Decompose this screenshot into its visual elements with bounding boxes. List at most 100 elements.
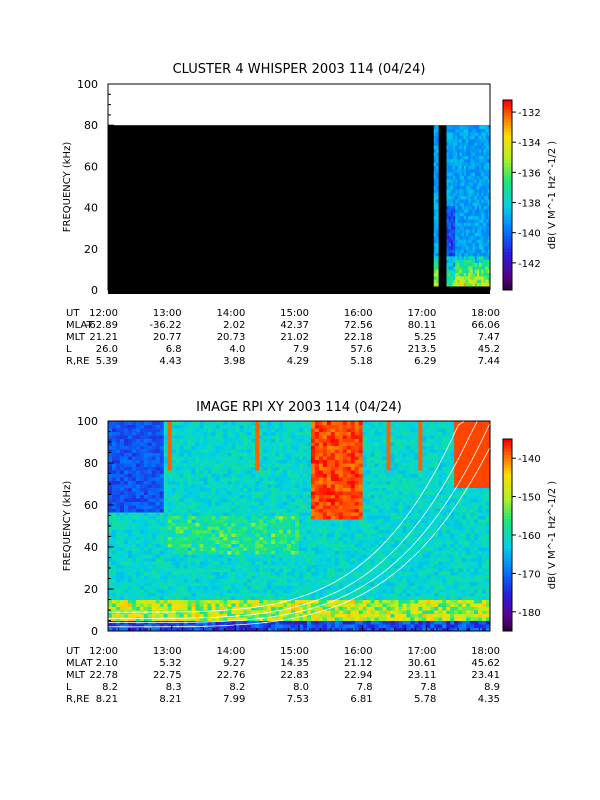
data-cell bbox=[203, 452, 208, 457]
data-cell bbox=[151, 459, 157, 464]
data-cell bbox=[163, 627, 169, 632]
data-cell bbox=[472, 151, 476, 156]
data-cell bbox=[466, 215, 469, 220]
data-cell bbox=[287, 463, 292, 467]
data-cell bbox=[239, 540, 244, 544]
data-cell bbox=[433, 162, 437, 166]
data-cell bbox=[306, 620, 312, 625]
data-cell bbox=[334, 477, 340, 481]
data-cell bbox=[457, 242, 461, 247]
data-cell bbox=[299, 613, 304, 618]
data-cell bbox=[195, 533, 201, 537]
orbit-value: 13:00 bbox=[153, 308, 182, 319]
data-cell bbox=[199, 540, 204, 544]
data-cell bbox=[179, 491, 185, 495]
data-cell bbox=[211, 480, 216, 485]
data-cell bbox=[151, 456, 157, 460]
data-cell bbox=[127, 564, 133, 569]
data-cell bbox=[175, 466, 181, 471]
data-cell bbox=[334, 610, 340, 614]
data-cell bbox=[306, 571, 312, 576]
data-cell bbox=[255, 543, 260, 548]
data-cell bbox=[271, 620, 276, 625]
colorbar-step bbox=[503, 248, 512, 253]
data-cell bbox=[235, 421, 240, 425]
data-cell bbox=[191, 585, 197, 590]
data-cell bbox=[459, 138, 463, 143]
data-cell bbox=[474, 222, 478, 227]
data-cell bbox=[199, 498, 204, 502]
data-cell bbox=[255, 473, 260, 478]
data-cell bbox=[155, 519, 161, 523]
data-cell bbox=[350, 515, 356, 520]
data-cell bbox=[251, 501, 256, 506]
data-cell bbox=[267, 438, 272, 443]
data-cell bbox=[350, 435, 356, 439]
data-cell bbox=[342, 519, 348, 523]
data-cell bbox=[255, 421, 260, 425]
data-cell bbox=[215, 508, 220, 513]
data-cell bbox=[187, 592, 193, 597]
data-cell bbox=[279, 620, 284, 625]
data-cell bbox=[338, 431, 344, 436]
data-cell bbox=[459, 249, 463, 254]
data-cell bbox=[342, 561, 348, 565]
data-cell bbox=[183, 470, 189, 474]
data-cell bbox=[203, 466, 208, 471]
data-cell bbox=[302, 456, 308, 460]
data-cell bbox=[147, 522, 153, 527]
data-cell bbox=[163, 550, 169, 555]
data-cell bbox=[151, 561, 157, 565]
data-cell bbox=[195, 617, 201, 621]
data-cell bbox=[459, 155, 463, 160]
data-cell bbox=[446, 255, 450, 260]
data-cell bbox=[330, 543, 336, 548]
data-cell bbox=[108, 589, 113, 593]
data-cell bbox=[330, 522, 336, 527]
data-cell bbox=[171, 445, 177, 450]
data-cell bbox=[485, 138, 489, 143]
data-cell bbox=[334, 428, 340, 432]
data-cell bbox=[322, 599, 328, 604]
data-cell bbox=[334, 424, 340, 429]
data-cell bbox=[271, 624, 276, 628]
data-cell bbox=[199, 561, 204, 565]
data-cell bbox=[299, 501, 304, 506]
data-cell bbox=[338, 613, 344, 618]
data-cell bbox=[111, 540, 117, 544]
data-cell bbox=[275, 571, 280, 576]
data-cell bbox=[306, 505, 312, 509]
data-cell bbox=[338, 435, 344, 439]
data-cell bbox=[263, 456, 268, 460]
data-cell bbox=[318, 564, 324, 569]
data-cell bbox=[310, 627, 316, 632]
data-cell bbox=[191, 627, 197, 632]
data-cell bbox=[306, 606, 312, 611]
data-cell bbox=[459, 218, 463, 223]
data-cell bbox=[483, 222, 487, 227]
data-cell bbox=[461, 252, 465, 257]
data-cell bbox=[435, 235, 439, 240]
data-cell bbox=[235, 515, 240, 520]
data-cell bbox=[139, 487, 145, 492]
data-cell bbox=[127, 603, 133, 607]
data-cell bbox=[123, 508, 129, 513]
data-cell bbox=[119, 568, 125, 572]
data-cell bbox=[119, 592, 125, 597]
data-cell bbox=[139, 435, 145, 439]
data-cell bbox=[263, 435, 268, 439]
data-cell bbox=[446, 185, 450, 190]
data-cell bbox=[259, 547, 264, 551]
data-cell bbox=[334, 438, 340, 443]
data-cell bbox=[255, 564, 260, 569]
data-cell bbox=[291, 582, 296, 586]
data-cell bbox=[468, 145, 472, 150]
data-cell bbox=[457, 162, 461, 166]
data-cell bbox=[171, 463, 177, 467]
data-cell bbox=[155, 550, 161, 555]
data-cell bbox=[131, 435, 137, 439]
data-cell bbox=[183, 522, 189, 527]
data-cell bbox=[446, 228, 450, 233]
data-cell bbox=[195, 596, 201, 600]
data-cell bbox=[334, 568, 340, 572]
